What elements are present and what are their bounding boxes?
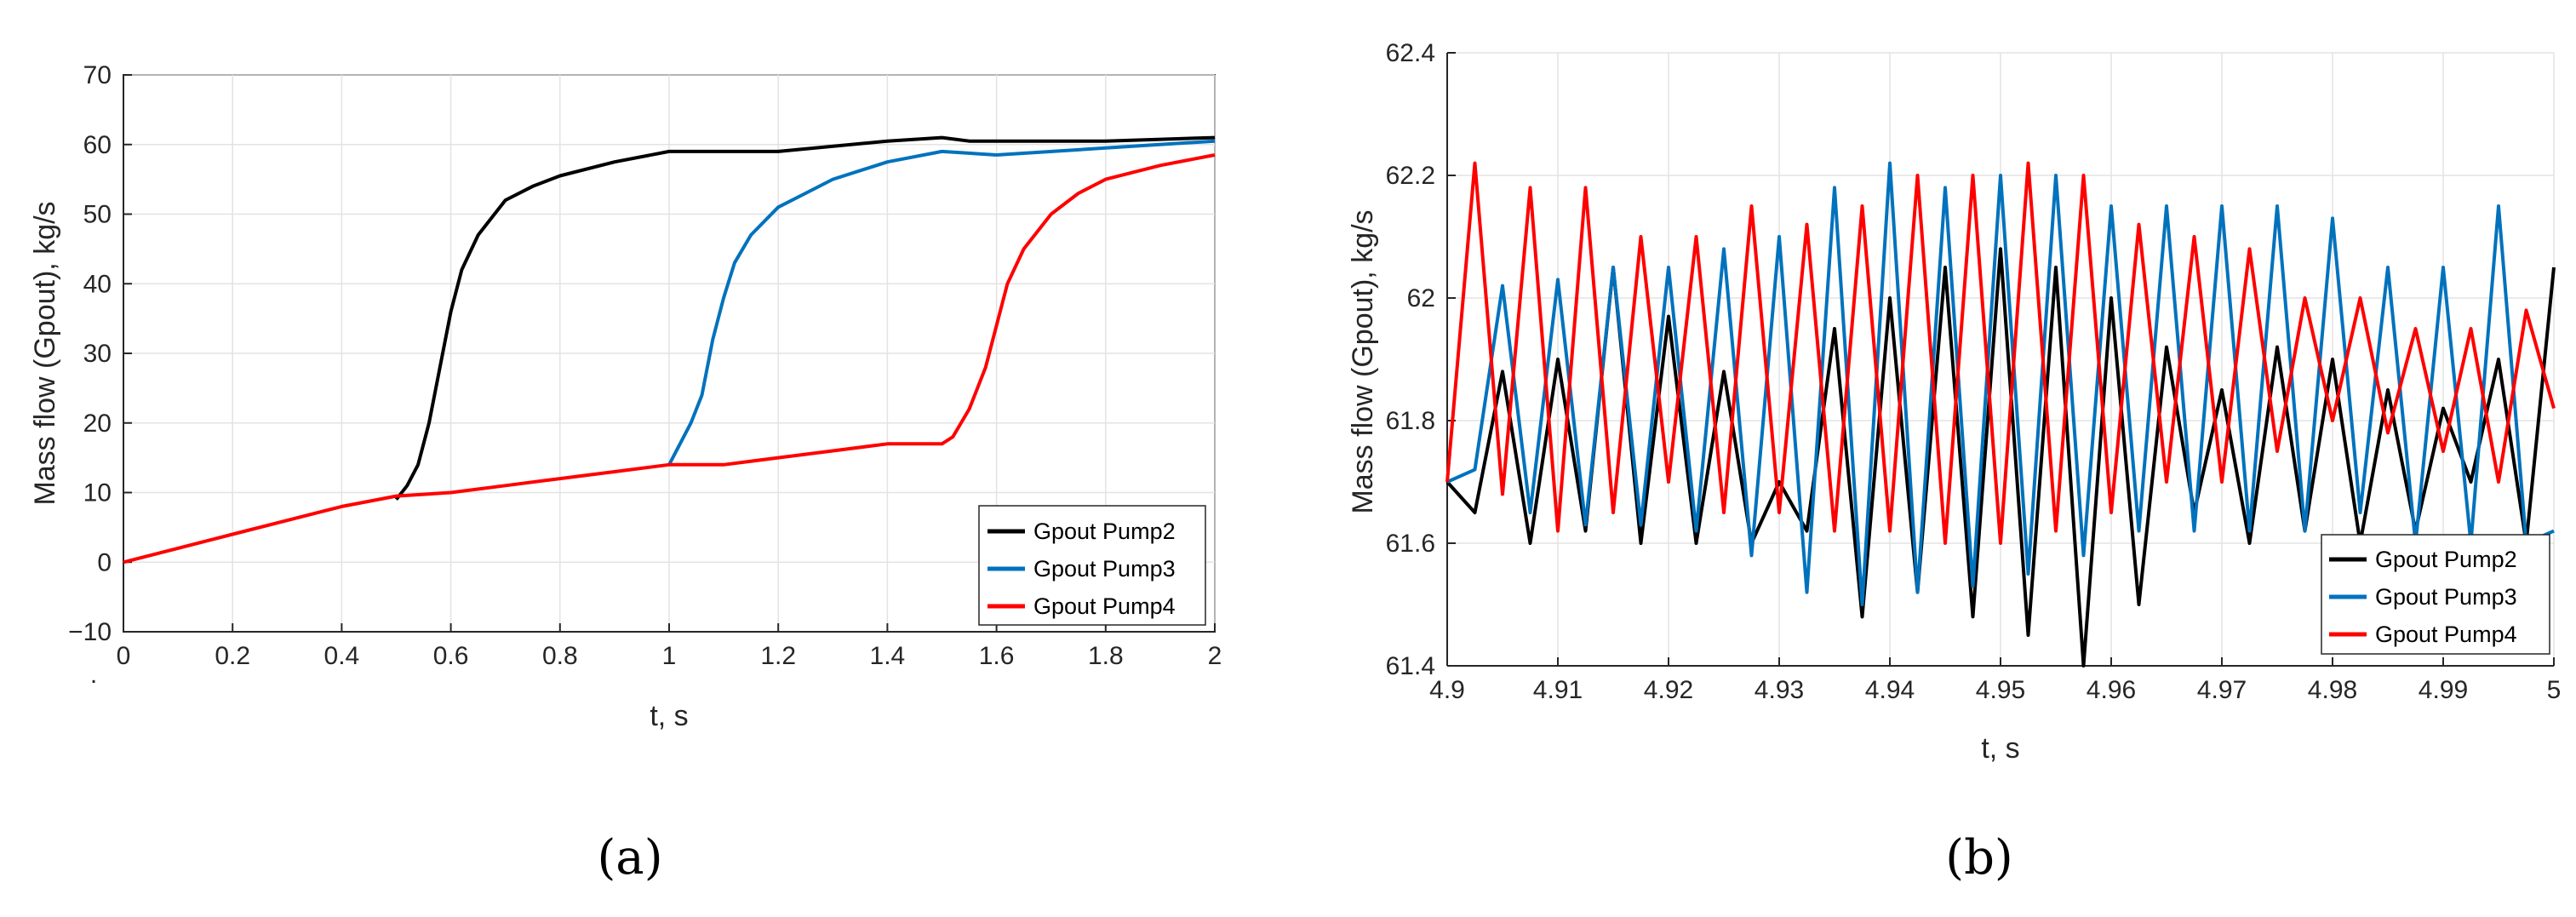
chart-a-y-ticks: −10 0 10 20 30 40 50 60 70 — [68, 61, 112, 646]
chart-a-y-axis-label: Mass flow (Gpout), kg/s — [29, 201, 61, 505]
chart-a-x-tick-label: 1.4 — [870, 642, 906, 670]
chart-a-y-tick-label: 10 — [83, 479, 112, 507]
chart-a-y-tick-label: 20 — [83, 410, 112, 438]
chart-b-y-tick-label: 62 — [1407, 284, 1435, 312]
chart-b-series-line-3 — [1445, 161, 2556, 545]
chart-b-legend-label: Gpout Pump3 — [2375, 584, 2517, 610]
chart-a-x-tick-label: 0.8 — [542, 642, 578, 670]
chart-a-y-tick-label: 70 — [83, 61, 112, 89]
chart-a-panel-label: (a) — [597, 830, 662, 885]
chart-b-legend-label: Gpout Pump2 — [2375, 547, 2517, 572]
chart-b-legend: Gpout Pump2 Gpout Pump3 Gpout Pump4 — [2321, 534, 2550, 655]
chart-b-x-tick-label: 4.91 — [1533, 676, 1583, 704]
chart-a-x-tick-label: 1.8 — [1088, 642, 1124, 670]
chart-a-x-tick-label: 0 — [117, 642, 131, 670]
chart-a-legend: Gpout Pump2 Gpout Pump3 Gpout Pump4 — [978, 505, 1206, 626]
chart-a-legend-label: Gpout Pump4 — [1033, 593, 1176, 619]
chart-a-y-tick-label: 50 — [83, 201, 112, 229]
chart-b-panel-label: (b) — [1945, 830, 2013, 885]
chart-a-x-tick-label: 2 — [1208, 642, 1222, 670]
chart-a-y-tick-label: 30 — [83, 340, 112, 368]
chart-b-x-tick-label: 4.99 — [2419, 676, 2468, 704]
chart-b-y-tick-label: 61.8 — [1386, 407, 1435, 435]
chart-a-x-tick-label: 0.2 — [215, 642, 250, 670]
chart-b-x-tick-label: 4.9 — [1429, 676, 1465, 704]
chart-a-y-tick-label: 40 — [83, 270, 112, 298]
chart-a-legend-label: Gpout Pump3 — [1033, 556, 1176, 582]
chart-b-y-tick-label: 62.4 — [1386, 39, 1435, 67]
chart-b-y-tick-label: 62.2 — [1386, 162, 1435, 190]
chart-b-x-tick-label: 4.96 — [2087, 676, 2136, 704]
chart-a-x-tick-label: 0.4 — [324, 642, 360, 670]
chart-b-series — [1445, 161, 2556, 668]
chart-a-x-axis-label: t, s — [650, 700, 688, 732]
chart-a-x-tick-label: 0.6 — [433, 642, 469, 670]
chart-b-y-axis-label: Mass flow (Gpout), kg/s — [1347, 209, 1379, 513]
chart-a-x-tick-label: 1.2 — [760, 642, 796, 670]
chart-b-y-tick-label: 61.6 — [1386, 530, 1435, 558]
chart-b-x-ticks: 4.9 4.91 4.92 4.93 4.94 4.95 4.96 4.97 4.98 4.99 5 — [1429, 676, 2561, 704]
chart-a-x-tick-label: 1 — [662, 642, 677, 670]
chart-a-series-line-1 — [394, 135, 1216, 501]
chart-b-grid — [1446, 52, 2555, 667]
chart-a-series-line-2 — [667, 139, 1216, 466]
chart-a: 0 0.2 0.4 0.6 0.8 1 1.2 1.4 1.6 1.8 2 −10010203040… — [29, 61, 1222, 885]
chart-b-y-tick-label: 61.4 — [1386, 652, 1435, 680]
chart-b-y-ticks: 61.4 61.6 61.8 62 62.2 62.4 — [1386, 39, 1435, 680]
chart-b-x-tick-label: 5 — [2547, 676, 2562, 704]
chart-a-y-tick-label: −10 — [68, 618, 112, 646]
chart-a-series — [123, 135, 1216, 565]
chart-b-x-tick-label: 4.98 — [2308, 676, 2357, 704]
chart-a-series-line-3 — [123, 153, 1216, 565]
chart-a-grid — [123, 74, 1216, 633]
chart-b-x-axis-label: t, s — [1981, 732, 2019, 765]
chart-a-origin-mark: . — [90, 661, 97, 689]
chart-a-x-tick-label: 1.6 — [979, 642, 1015, 670]
chart-b-x-tick-label: 4.94 — [1865, 676, 1915, 704]
chart-b-legend-label: Gpout Pump4 — [2375, 622, 2517, 647]
chart-a-y-tick-label: 60 — [83, 131, 112, 159]
chart-a-y-tick-label: 0 — [97, 548, 112, 576]
chart-a-legend-label: Gpout Pump2 — [1033, 519, 1176, 544]
chart-a-x-ticks: 0 0.2 0.4 0.6 0.8 1 1.2 1.4 1.6 1.8 2 — [117, 642, 1222, 670]
chart-b-x-tick-label: 4.93 — [1755, 676, 1804, 704]
chart-b-x-tick-label: 4.97 — [2197, 676, 2247, 704]
chart-b-x-tick-label: 4.95 — [1976, 676, 2025, 704]
chart-b: 4.9 4.91 4.92 4.93 4.94 4.95 4.96 4.97 4.98 4.99 5… — [1347, 39, 2561, 885]
chart-b-series-line-2 — [1446, 161, 2555, 606]
chart-b-x-tick-label: 4.92 — [1644, 676, 1693, 704]
